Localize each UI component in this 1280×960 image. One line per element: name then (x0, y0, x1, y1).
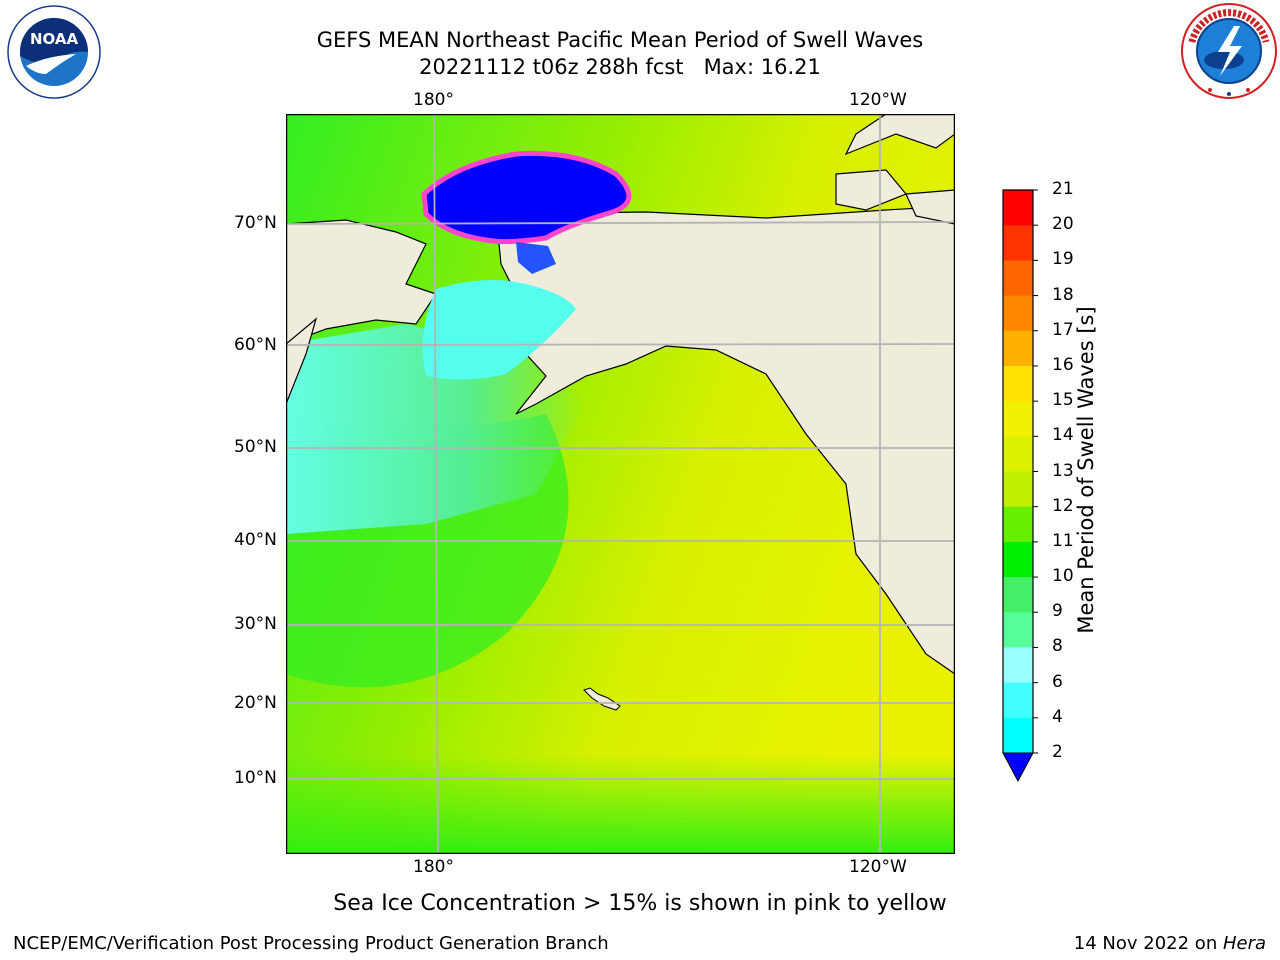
colorbar-band (1003, 190, 1033, 226)
colorbar-band (1003, 612, 1033, 648)
credit-text: NCEP/EMC/Verification Post Processing Pr… (13, 933, 609, 954)
noaa-logo: NOAA (6, 4, 102, 100)
date-text: 14 Nov 2022 on Hera (1074, 933, 1266, 954)
lat-label-10n: 10°N (234, 768, 277, 788)
colorbar-band (1003, 260, 1033, 297)
bottom-lon-label-180: 180° (413, 857, 454, 877)
map-frame (285, 113, 956, 855)
colorbar-band (1003, 506, 1033, 543)
colorbar-band (1003, 647, 1033, 684)
map-panel (285, 113, 956, 855)
colorbar-tick-label: 14 (1052, 425, 1074, 446)
colorbar-tick-label: 19 (1052, 249, 1074, 270)
colorbar-tick-label: 11 (1052, 530, 1074, 551)
nws-logo (1180, 2, 1278, 100)
lat-label-50n: 50°N (234, 437, 277, 457)
top-lon-label-180: 180° (413, 90, 454, 110)
colorbar-band (1003, 717, 1033, 754)
colorbar-tick-label: 9 (1052, 601, 1063, 622)
colorbar-band (1003, 365, 1033, 402)
colorbar-graphic (1002, 189, 1038, 783)
colorbar-tick-label: 20 (1052, 214, 1074, 235)
colorbar-tick-label: 13 (1052, 460, 1074, 481)
colorbar (1000, 186, 1040, 786)
colorbar-band (1003, 682, 1033, 719)
colorbar-tick-label: 16 (1052, 354, 1074, 375)
colorbar-tick-label: 21 (1052, 179, 1074, 199)
colorbar-tick-label: 15 (1052, 390, 1074, 411)
colorbar-tick-label: 12 (1052, 495, 1074, 516)
colorbar-extend-triangle (1002, 752, 1034, 783)
colorbar-tick-label: 17 (1052, 319, 1074, 340)
colorbar-tick-label: 2 (1052, 742, 1063, 762)
lat-label-60n: 60°N (234, 335, 277, 355)
machine-name: Hera (1222, 933, 1266, 954)
sea-ice-note: Sea Ice Concentration > 15% is shown in … (333, 891, 947, 916)
colorbar-band (1003, 225, 1033, 261)
arctic-deep-region (421, 150, 632, 245)
noaa-logo-text: NOAA (30, 30, 79, 48)
colorbar-tick-label: 6 (1052, 671, 1063, 692)
bering-sea-region (422, 280, 576, 380)
colorbar-band (1003, 401, 1033, 437)
colorbar-band (1003, 541, 1033, 578)
bottom-lon-label-120w: 120°W (849, 857, 907, 877)
lat-label-30n: 30°N (234, 614, 277, 634)
chart-subtitle: 20221112 t06z 288h fcst Max: 16.21 (419, 55, 821, 79)
colorbar-tick-label: 8 (1052, 636, 1063, 657)
colorbar-band (1003, 577, 1033, 613)
land-hawaii (583, 687, 621, 711)
colorbar-band (1003, 471, 1033, 508)
date-value: 14 Nov 2022 on (1073, 933, 1223, 954)
colorbar-band (1003, 436, 1033, 472)
map-gridlines (285, 113, 956, 855)
lat-label-70n: 70°N (234, 213, 277, 233)
colorbar-label: Mean Period of Swell Waves [s] (1074, 306, 1098, 634)
land-arctic-island (835, 169, 907, 211)
colorbar-tick-label: 18 (1052, 284, 1074, 305)
colorbar-band (1003, 295, 1033, 332)
top-lon-label-120w: 120°W (849, 90, 907, 110)
colorbar-band (1003, 330, 1033, 367)
ocean-south-band (286, 754, 955, 854)
lat-label-40n: 40°N (234, 530, 277, 550)
colorbar-tick-label: 10 (1052, 566, 1074, 587)
bering-strait-region (516, 242, 556, 274)
colorbar-tick-label: 4 (1052, 706, 1063, 727)
chart-title: GEFS MEAN Northeast Pacific Mean Period … (316, 28, 924, 52)
lat-label-20n: 20°N (234, 693, 277, 713)
